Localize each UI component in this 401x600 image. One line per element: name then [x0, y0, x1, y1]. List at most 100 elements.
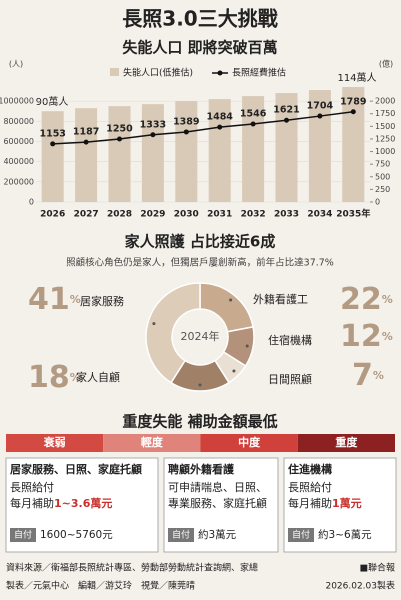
y-tick-label: 0: [29, 198, 34, 207]
source: 資料來源／衛福部長照統計專區、勞動部勞動統計查詢網、家總: [6, 562, 258, 574]
slice-label: 住宿機構: [268, 333, 312, 347]
value-number: 18: [28, 360, 70, 395]
value-label: 7%: [352, 358, 384, 393]
level: [6, 434, 104, 452]
section-title: 失能人口 即將突破百萬: [122, 39, 277, 57]
y-tick-label: 800000: [3, 117, 34, 126]
data-label: 1546: [240, 109, 267, 120]
value-unit: %: [382, 330, 393, 343]
data-label: 1250: [106, 123, 133, 134]
box-text: 專業服務、家庭托顧: [168, 496, 267, 510]
badge: [168, 528, 194, 542]
box-line: 每月補助1萬元: [288, 496, 362, 510]
box-line: 長照給付: [288, 480, 332, 494]
highlight: 1萬元: [332, 496, 362, 510]
point: [250, 121, 256, 127]
y2-tick-label: 2000: [375, 97, 395, 106]
data-label: 1621: [273, 105, 299, 116]
center: [173, 310, 227, 364]
x-tick-label: 2030: [174, 210, 199, 220]
data-label: 1187: [73, 127, 99, 138]
bar: [75, 108, 98, 202]
point: [317, 113, 323, 119]
level-label: 中度: [238, 435, 261, 449]
box-text: 長照給付: [288, 480, 332, 494]
data-label: 1333: [140, 119, 166, 130]
credits: 製表／元氣中心 編輯／游艾玲 視覺／陳莞晴: [6, 580, 195, 592]
y-tick-label: 400000: [3, 157, 34, 166]
point: [284, 117, 289, 123]
box-line: 可申請喘息、日照、: [168, 480, 267, 494]
section-title: 重度失能 補助金額最低: [122, 413, 277, 431]
y2-tick-label: 1250: [375, 134, 395, 143]
leader-dot: [229, 298, 233, 302]
bar: [308, 90, 331, 202]
box-title: 住進機構: [288, 462, 332, 476]
x-tick-label: 2035年: [336, 208, 370, 220]
leader-dot: [245, 344, 249, 348]
date: 2026.02.03製表: [325, 580, 395, 592]
badge-label: 自付: [14, 529, 32, 541]
legend-swatch: [217, 70, 223, 76]
title: 長照3.0三大挑戰: [122, 7, 277, 31]
slice-label: 家人自顧: [76, 370, 120, 384]
point: [83, 139, 89, 145]
badge: [10, 528, 36, 542]
box-text: 每月補助: [10, 496, 54, 510]
level-label: 輕度: [141, 435, 164, 449]
value-unit: %: [382, 293, 393, 306]
x-tick-label: 2033: [274, 210, 299, 220]
point: [50, 141, 56, 147]
value-unit: %: [70, 371, 81, 384]
y2-tick-label: 500: [375, 172, 390, 181]
subtitle: 照顧核心角色仍是家人，但獨居戶屢創新高，前年占比達37.7%: [66, 257, 334, 269]
value-unit: %: [70, 293, 81, 306]
value-label: 22%: [340, 282, 393, 317]
point: [150, 132, 156, 138]
pay: 1600~5760元: [40, 529, 113, 541]
badge: [288, 528, 314, 542]
box-title: 居家服務、日照、家庭托顧: [10, 462, 142, 476]
level-label: 重度: [335, 435, 358, 449]
point: [217, 124, 223, 130]
line: [52, 111, 354, 145]
bar: [208, 99, 231, 202]
y2-tick-label: 0: [375, 198, 380, 207]
y2-tick-label: 250: [375, 185, 390, 194]
bar: [108, 106, 131, 202]
box-text: 每月補助: [288, 496, 332, 510]
y-tick-label: 600000: [3, 137, 34, 146]
legend-label: 長照經費推估: [232, 67, 286, 79]
y2-tick-label: 1750: [375, 109, 395, 118]
brand: ■聯合報: [359, 562, 395, 574]
bar: [141, 104, 164, 202]
slice-label: 居家服務: [80, 294, 124, 308]
y-unit: (人): [9, 60, 23, 69]
level: [297, 434, 395, 452]
y2-tick-label: 1000: [375, 147, 395, 156]
x-tick-label: 2026: [40, 210, 65, 220]
legend-label: 失能人口(低推估): [123, 67, 193, 79]
x-tick-label: 2032: [241, 210, 266, 220]
x-tick-label: 2031: [207, 210, 232, 220]
value-number: 7: [352, 358, 373, 393]
slice-label: 日間照顧: [268, 372, 312, 386]
legend-swatch: [110, 68, 119, 76]
box-text: 長照給付: [10, 480, 54, 494]
x-tick-label: 2034: [307, 210, 332, 220]
data-label: 1789: [340, 96, 366, 107]
point: [350, 109, 356, 115]
data-label: 1389: [173, 116, 199, 127]
y2-unit: (億): [379, 59, 393, 69]
y2-tick-label: 1500: [375, 122, 395, 131]
level-label: 衰弱: [43, 435, 66, 449]
bar: [342, 87, 365, 202]
badge-label: 自付: [172, 529, 190, 541]
x-tick-label: 2029: [140, 210, 165, 220]
level: [103, 434, 201, 452]
leader-dot: [198, 383, 202, 387]
highlight: 1~3.6萬元: [54, 496, 112, 510]
